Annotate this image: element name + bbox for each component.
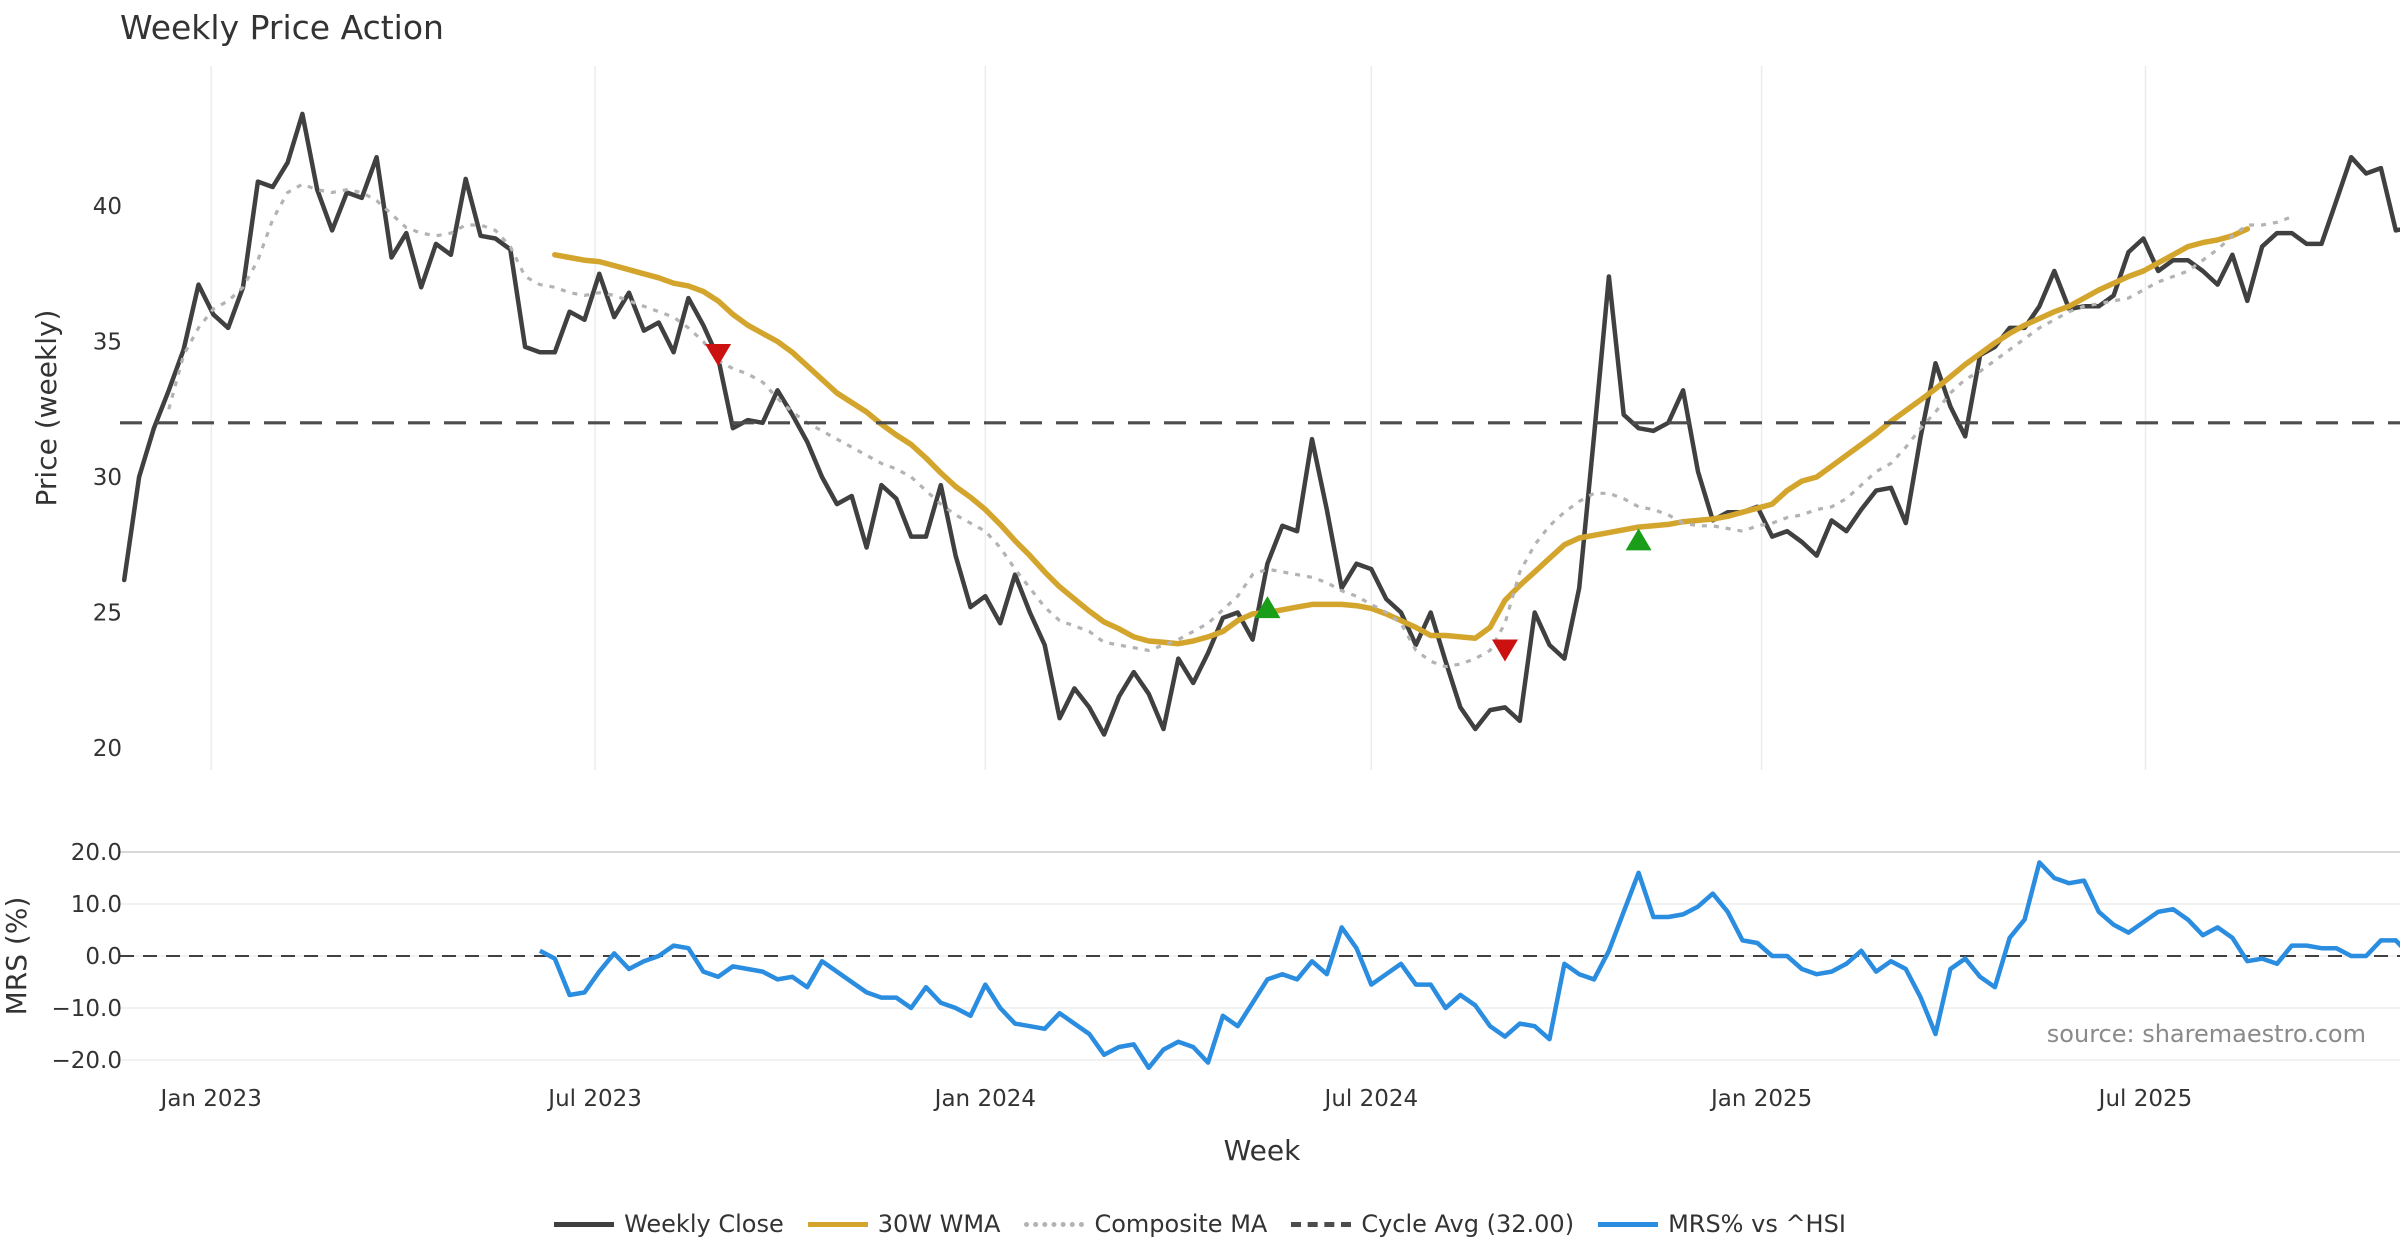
y-tick-label: 20 xyxy=(93,736,122,762)
mrs-y-tick-label: −10.0 xyxy=(52,996,122,1022)
series-composite-ma xyxy=(167,182,2293,669)
y-tick-label: 35 xyxy=(93,330,122,356)
legend-swatch xyxy=(807,1221,868,1227)
mrs-panel-grid xyxy=(120,851,2400,1061)
chart-title: Weekly Price Action xyxy=(120,8,444,47)
series-mrs-vs-hsi xyxy=(538,860,2400,1071)
legend-label: MRS% vs ^HSI xyxy=(1668,1210,1846,1238)
y-tick-label: 25 xyxy=(93,601,122,627)
legend-label: 30W WMA xyxy=(877,1210,1001,1238)
mrs-axis-title: MRS (%) xyxy=(0,897,33,1016)
axes-labels: Jan 2023 Jul 2023 Jan 2024 Jul 2024 Jan 2025… xyxy=(0,194,2192,1167)
mrs-y-tick-label: −20.0 xyxy=(52,1048,122,1074)
mrs-panel-series xyxy=(538,860,2400,1071)
legend-label: Cycle Avg (32.00) xyxy=(1361,1210,1575,1238)
signal-markers xyxy=(705,344,1652,662)
x-tick-label: Jan 2023 xyxy=(159,1086,262,1112)
y-tick-label: 40 xyxy=(93,194,122,220)
legend-item-composite-ma: Composite MA xyxy=(1024,1210,1267,1238)
legend-swatch xyxy=(1024,1221,1085,1227)
legend-label: Composite MA xyxy=(1094,1210,1268,1238)
sell-marker xyxy=(705,344,732,367)
series-30w-wma xyxy=(552,226,2251,647)
legend-item-mrs-vs-hsi: MRS% vs ^HSI xyxy=(1598,1210,1846,1238)
legend-item-30w-wma: 30W WMA xyxy=(807,1210,1001,1238)
x-tick-label: Jul 2023 xyxy=(546,1086,642,1112)
y-tick-label: 30 xyxy=(93,465,122,491)
price-panel-series xyxy=(120,111,2400,737)
legend-swatch xyxy=(1598,1221,1659,1227)
x-tick-label: Jul 2025 xyxy=(2097,1086,2193,1112)
legend-swatch xyxy=(554,1221,615,1227)
legend-item-cycle-avg-32-00: Cycle Avg (32.00) xyxy=(1291,1210,1574,1238)
x-tick-label: Jan 2025 xyxy=(1709,1086,1812,1112)
legend: Weekly Close 30W WMA Composite MA Cycle Avg… xyxy=(0,1210,2400,1238)
x-tick-label: Jan 2024 xyxy=(933,1086,1036,1112)
y-axis-title: Price (weekly) xyxy=(30,310,63,507)
mrs-y-tick-label: 10.0 xyxy=(71,892,122,918)
sell-marker xyxy=(1491,639,1518,662)
mrs-y-tick-label: 20.0 xyxy=(71,840,122,866)
x-tick-label: Jul 2024 xyxy=(1323,1086,1419,1112)
mrs-y-tick-label: 0.0 xyxy=(85,944,122,970)
legend-label: Weekly Close xyxy=(624,1210,784,1238)
legend-swatch xyxy=(1291,1221,1352,1227)
x-axis-title: Week xyxy=(1224,1134,1301,1167)
buy-marker xyxy=(1625,528,1652,551)
legend-item-weekly-close: Weekly Close xyxy=(554,1210,784,1238)
price-panel-grid xyxy=(210,66,2147,770)
buy-marker xyxy=(1254,596,1281,619)
source-note: source: sharemaestro.com xyxy=(2046,1020,2366,1048)
